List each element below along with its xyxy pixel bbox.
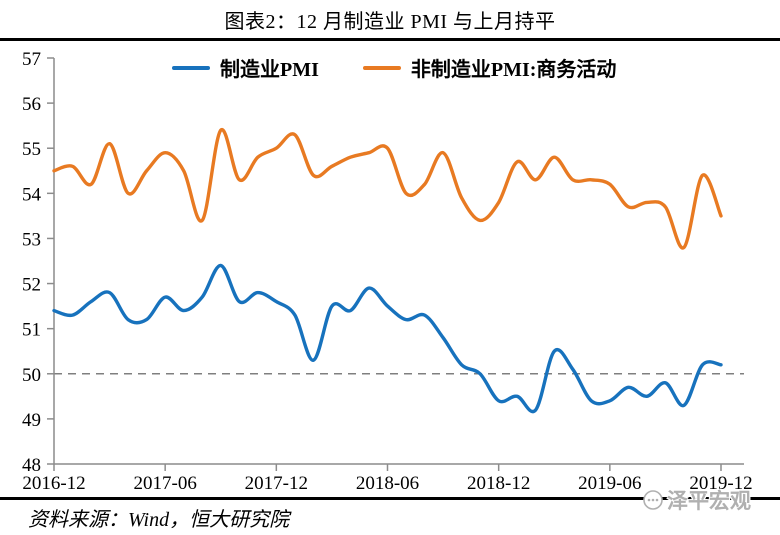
axes [53,58,744,465]
y-tick-label: 49 [22,410,41,431]
legend-label-manufacturing-pmi: 制造业PMI [220,59,319,81]
y-tick-label: 50 [22,365,41,386]
series-line-manufacturing-pmi [52,263,723,414]
y-tick-label: 53 [22,229,41,250]
figure-title: 图表2：12 月制造业 PMI 与上月持平 [224,11,556,33]
y-tick-label: 55 [22,139,41,160]
x-tick-label: 2019-12 [689,473,752,494]
y-tick-label: 51 [22,320,41,341]
x-tick-label: 2017-12 [245,473,308,494]
series-line-non-manufacturing-pmi [52,128,723,250]
legend-item-manufacturing-pmi: 制造业PMI [172,53,319,82]
blue-line-swatch-icon [172,65,210,70]
x-tick-label: 2019-06 [578,473,641,494]
legend-item-non-manufacturing-pmi: 非制造业PMI:商务活动 [362,53,617,82]
x-tick-label: 2016-12 [22,473,85,494]
y-tick-label: 54 [22,184,42,205]
bottom-border-line [0,497,780,500]
top-border-line [0,38,780,41]
watermark-text: 泽平宏观 [667,489,751,513]
x-tick-label: 2017-06 [134,473,197,494]
x-tick-label: 2018-06 [356,473,419,494]
y-tick-label: 57 [22,49,41,70]
watermark: 泽平宏观 [642,485,751,515]
source-note: 资料来源：Wind，恒大研究院 [28,509,290,531]
zeping-macro-logo-icon [643,490,663,510]
x-tick-label: 2018-12 [467,473,530,494]
y-tick-label: 56 [22,94,41,115]
legend-label-non-manufacturing-pmi: 非制造业PMI:商务活动 [410,59,617,81]
y-tick-label: 52 [22,275,41,296]
orange-line-swatch-icon [362,65,401,70]
y-tick-label: 48 [22,455,41,476]
chart-legend: 制造业PMI 非制造业PMI:商务活动 [172,53,616,82]
